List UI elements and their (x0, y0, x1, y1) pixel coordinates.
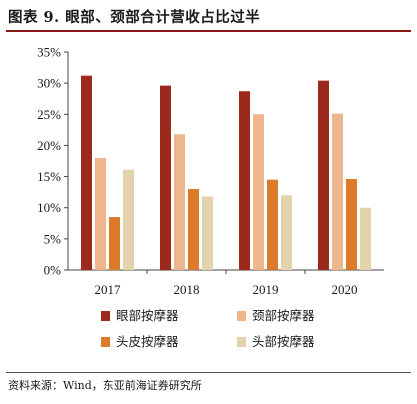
x-tick-label: 2020 (332, 282, 358, 297)
legend-swatch (237, 337, 246, 347)
bar (95, 157, 106, 270)
legend-swatch (101, 337, 110, 347)
legend-label: 颈部按摩器 (252, 308, 315, 323)
source-divider (6, 372, 411, 373)
y-tick-label: 30% (37, 76, 61, 91)
bar (332, 113, 343, 270)
y-tick-label: 15% (37, 169, 61, 184)
y-tick-label: 5% (44, 231, 62, 246)
x-tick-label: 2019 (253, 282, 279, 297)
bar (360, 207, 371, 270)
chart-axes: 0% 5% 10% 15% 20% 25% 30% 35% 2017 2018 2019 2020 (37, 45, 384, 297)
bar (202, 196, 213, 270)
y-tick-label: 10% (37, 200, 61, 215)
bar (160, 85, 171, 271)
legend-label: 头皮按摩器 (116, 334, 179, 349)
legend-label: 眼部按摩器 (116, 308, 179, 323)
bar (109, 217, 120, 270)
bar (318, 80, 329, 270)
x-tick-label: 2017 (95, 282, 122, 297)
y-tick-label: 20% (37, 138, 61, 153)
bar (346, 179, 357, 270)
bar (281, 195, 292, 270)
bar (253, 114, 264, 271)
legend-swatch (237, 311, 246, 321)
bar (267, 179, 278, 270)
legend-swatch (101, 311, 110, 321)
bar (81, 75, 92, 270)
source-note: 资料来源：Wind，东亚前海证券研究所 (8, 379, 202, 392)
bar (239, 91, 250, 271)
chart-title: 图表 9. 眼部、颈部合计营收占比过半 (8, 9, 261, 26)
legend-label: 头部按摩器 (252, 334, 315, 349)
y-tick-label: 0% (44, 263, 62, 278)
y-tick-label: 25% (37, 107, 61, 122)
x-tick-label: 2018 (174, 282, 200, 297)
bar (188, 189, 199, 270)
title-divider (6, 30, 411, 32)
chart-bars (81, 75, 371, 271)
bar (174, 134, 185, 270)
bar (123, 169, 134, 270)
y-tick-label: 35% (37, 45, 61, 60)
